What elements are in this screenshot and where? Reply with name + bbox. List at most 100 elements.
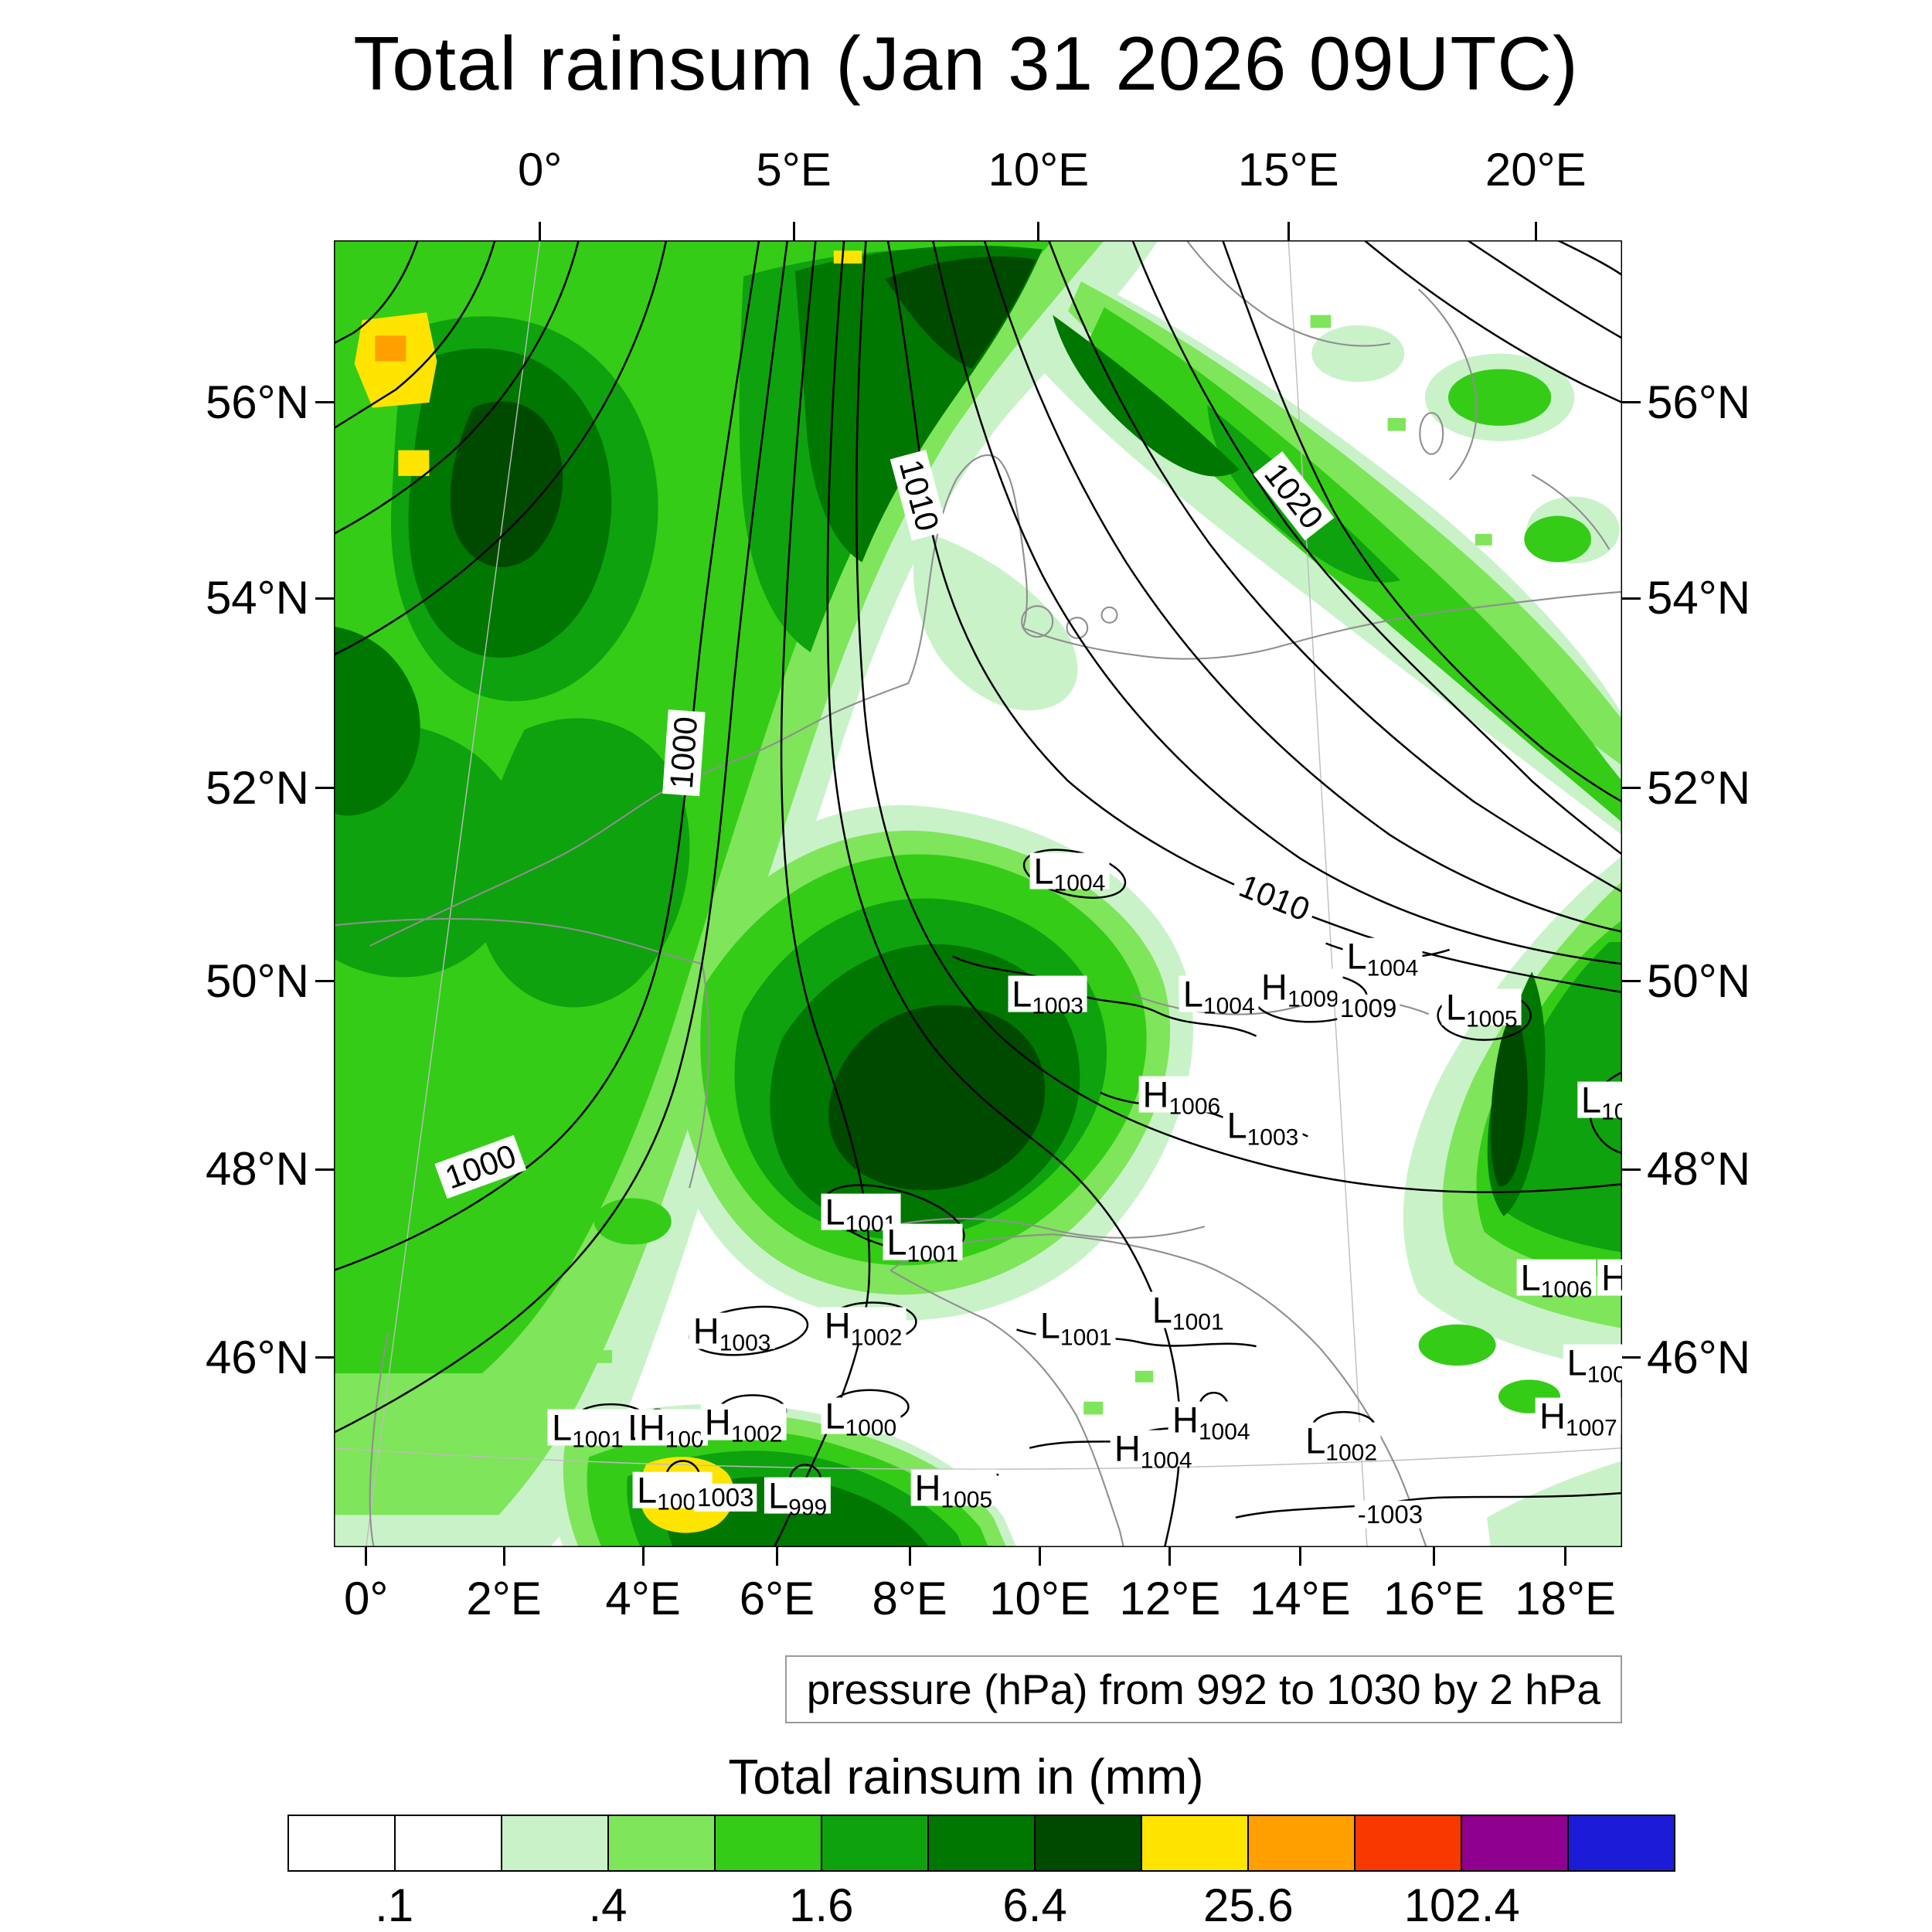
isobar-contour-label: 1010 (889, 449, 948, 541)
axis-tick-label: 6°E (739, 1573, 815, 1624)
axis-tick-label: 12°E (1119, 1573, 1221, 1624)
pressure-center-value: 1002 (730, 1421, 783, 1447)
pressure-center-value: 1003 (1247, 1125, 1299, 1151)
axis-tick (502, 1547, 505, 1566)
pressure-center-label: H1006 (1138, 1073, 1225, 1118)
pressure-center-value: 1004 (1198, 1419, 1250, 1445)
axis-tick-label: 0° (518, 144, 563, 196)
pressure-center-letter: H (824, 1304, 851, 1346)
axis-tick (315, 787, 334, 790)
pressure-center-letter: L (1182, 973, 1203, 1015)
pressure-center-value: 10 (1601, 1099, 1622, 1125)
axis-tick-label: 46°N (205, 1331, 309, 1383)
pressure-center-value: 1005 (1465, 1006, 1518, 1032)
pressure-center-value: 1004 (1366, 955, 1419, 981)
pressure-center-value: 1001 (1060, 1325, 1112, 1351)
colorbar-cell (1354, 1815, 1462, 1872)
colorbar-tick-label: 6.4 (1002, 1879, 1067, 1931)
pressure-center-value: 1000 (845, 1415, 897, 1441)
axis-tick (1564, 1547, 1567, 1566)
pressure-center-value: 1002 (850, 1325, 903, 1351)
pressure-center-value: 1003 (719, 1330, 771, 1356)
pressure-center-label: L1004 (1179, 973, 1259, 1018)
colorbar-tick-label: 25.6 (1202, 1879, 1294, 1931)
axis-tick (315, 401, 334, 404)
axis-tick (1622, 980, 1641, 983)
pressure-center-letter: H (692, 1310, 719, 1352)
isobar-contour-label: -1003 (1354, 1500, 1427, 1529)
pressure-center-label: L999 (764, 1477, 832, 1519)
colorbar (287, 1815, 1675, 1872)
pressure-center-value: 1006 (1540, 1277, 1593, 1303)
axis-tick (1168, 1547, 1172, 1566)
axis-tick-label: 16°E (1383, 1573, 1485, 1624)
pressure-caption: pressure (hPa) from 992 to 1030 by 2 hPa (784, 1655, 1622, 1723)
pressure-center-letter: L (1039, 1304, 1060, 1346)
axis-tick-label: 8°E (872, 1573, 947, 1624)
pressure-center-label: L1005 (1441, 986, 1522, 1031)
axis-tick-label: 50°N (205, 954, 309, 1007)
axis-tick (315, 980, 334, 983)
pressure-center-value: 1001 (572, 1427, 624, 1453)
map-label-overlay: L1004 L1003 L1004 H1009 L1004 L1005 H1006 L1003… (334, 240, 1622, 1547)
pressure-center-value: 1005 (940, 1487, 993, 1513)
axis-tick-label: 20°E (1485, 144, 1587, 196)
axis-tick-label: 52°N (1647, 761, 1751, 814)
pressure-center-letter: H (704, 1401, 731, 1443)
colorbar-tick-label: 1.6 (789, 1879, 854, 1931)
pressure-center-letter: H (1114, 1427, 1141, 1469)
colorbar-tick-label: .4 (588, 1879, 628, 1931)
axis-tick-label: 52°N (205, 761, 309, 814)
axis-tick-label: 10°E (988, 144, 1090, 196)
axis-tick-label: 54°N (1647, 572, 1751, 624)
pressure-center-label: L1004 (1029, 852, 1110, 895)
axis-tick (315, 597, 334, 600)
pressure-center-value: 1007 (1565, 1415, 1617, 1441)
isobar-contour-label: 1000 (434, 1134, 527, 1199)
pressure-center-label: H1005 (910, 1467, 997, 1512)
pressure-center-label: L1006 (1516, 1259, 1597, 1301)
figure-title: Total rainsum (Jan 31 2026 09UTC) (353, 21, 1579, 106)
axis-tick-label: 46°N (1647, 1331, 1751, 1383)
axis-tick-label: 54°N (205, 572, 309, 624)
pressure-center-value: 999 (788, 1495, 828, 1521)
pressure-center-label: H1009 (1257, 968, 1343, 1011)
map-canvas (334, 240, 1622, 1547)
pressure-center-value: 1003 (1032, 993, 1083, 1019)
pressure-center-letter: H (1142, 1073, 1169, 1115)
axis-tick (365, 1547, 368, 1566)
pressure-center-label: L1001 (547, 1409, 628, 1451)
pressure-center-label: H1003 (689, 1310, 775, 1355)
pressure-center-label: H (1597, 1259, 1622, 1296)
pressure-center-value: 1001 (1172, 1309, 1224, 1335)
axis-tick (315, 1356, 334, 1359)
pressure-center-value: 1006 (1168, 1094, 1221, 1120)
pressure-center-value: 100 (1587, 1362, 1622, 1388)
pressure-center-letter: L (1305, 1420, 1326, 1461)
pressure-center-value: 1004 (1053, 870, 1106, 896)
axis-tick-label: 50°N (1647, 954, 1751, 1007)
colorbar-cell (287, 1815, 396, 1872)
colorbar-cell (714, 1815, 822, 1872)
axis-tick-label: 48°N (205, 1143, 309, 1196)
colorbar-cell (927, 1815, 1036, 1872)
pressure-center-letter: L (1566, 1342, 1587, 1383)
axis-tick (641, 1547, 645, 1566)
pressure-center-label: H100 (634, 1409, 708, 1451)
colorbar-cell (394, 1815, 502, 1872)
axis-tick (1433, 1547, 1436, 1566)
pressure-center-label: H1002 (820, 1304, 906, 1349)
pressure-center-letter: L (1151, 1289, 1172, 1331)
pressure-center-letter: L (636, 1469, 658, 1511)
pressure-center-value: 100 (665, 1427, 704, 1453)
pressure-center-label: H1007 (1535, 1397, 1621, 1440)
pressure-center-letter: L (1445, 986, 1466, 1028)
axis-tick (1037, 222, 1040, 240)
colorbar-cell (1034, 1815, 1142, 1872)
axis-tick (1287, 222, 1290, 240)
pressure-center-letter: H (914, 1467, 941, 1509)
axis-tick-label: 10°E (989, 1573, 1090, 1624)
colorbar-cell (1567, 1815, 1675, 1872)
axis-tick-label: 14°E (1249, 1573, 1351, 1624)
